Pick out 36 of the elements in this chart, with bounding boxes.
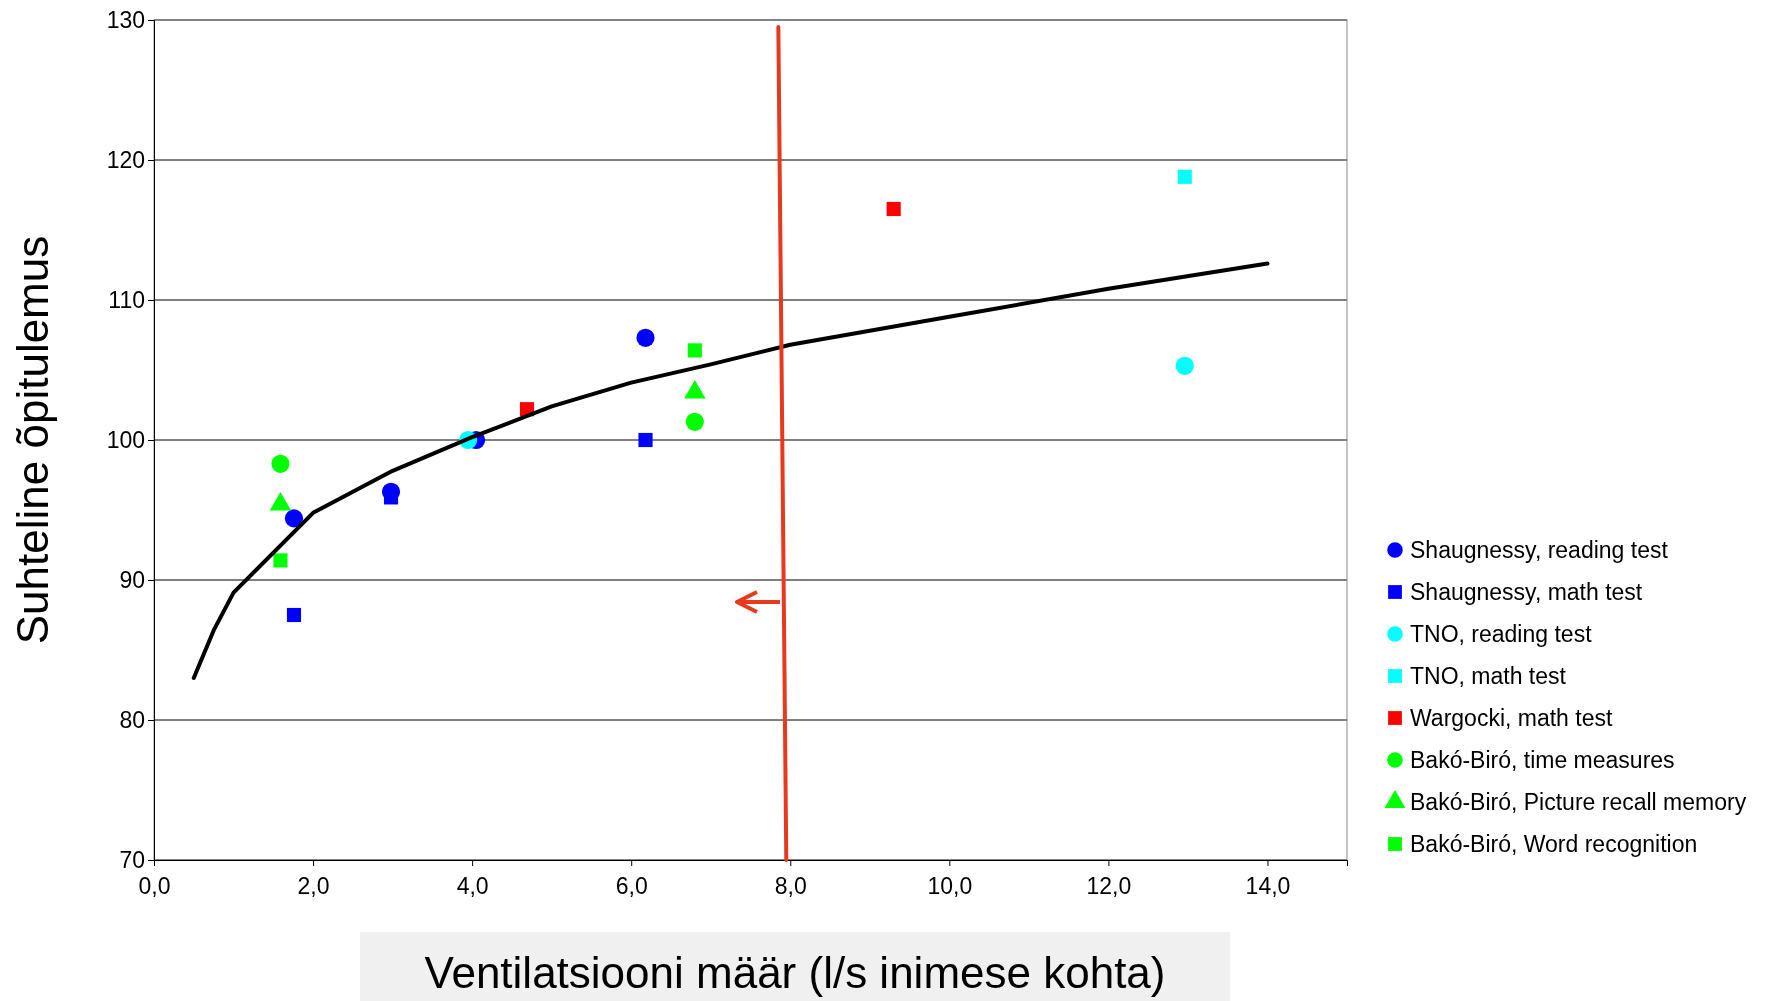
- x-tick-label: 10,0: [927, 873, 973, 900]
- point: [886, 201, 901, 217]
- x-tick-label: 14,0: [1245, 873, 1291, 900]
- point: [687, 343, 702, 358]
- legend-label: TNO, math test: [1410, 663, 1567, 689]
- x-axis-title: Ventilatsiooni määr (l/s inimese kohta): [424, 948, 1166, 997]
- point: [286, 607, 302, 623]
- legend-label: Shaugnessy, reading test: [1410, 537, 1669, 563]
- y-tick-label: 80: [119, 706, 145, 733]
- point: [685, 412, 704, 431]
- y-axis-title: Suhteline õpitulemus: [8, 235, 57, 645]
- legend-label: Bakó-Biró, Word recognition: [1410, 831, 1698, 857]
- point: [638, 432, 653, 448]
- y-tick-label: 90: [119, 566, 145, 593]
- point: [271, 454, 290, 473]
- x-tick-label: 2,0: [297, 873, 330, 900]
- x-tick-label: 8,0: [774, 873, 807, 900]
- legend-label: Wargocki, math test: [1410, 705, 1613, 731]
- legend-label: Bakó-Biró, Picture recall memory: [1410, 789, 1747, 815]
- point: [636, 328, 655, 347]
- x-tick-label: 0,0: [138, 873, 171, 900]
- y-tick-label: 70: [119, 846, 145, 873]
- legend-label: Shaugnessy, math test: [1410, 579, 1643, 605]
- y-tick-label: 100: [106, 426, 145, 453]
- point: [273, 553, 288, 568]
- legend-label: Bakó-Biró, time measures: [1410, 747, 1675, 773]
- x-tick-label: 4,0: [456, 873, 489, 900]
- legend-label: TNO, reading test: [1410, 621, 1593, 647]
- x-tick-label: 12,0: [1086, 873, 1132, 900]
- point: [1175, 356, 1194, 375]
- point: [284, 509, 304, 528]
- point: [1177, 169, 1192, 184]
- y-tick-label: 130: [106, 6, 145, 33]
- x-tick-label: 6,0: [615, 873, 648, 900]
- y-tick-label: 120: [106, 146, 145, 173]
- y-tick-label: 110: [108, 286, 145, 313]
